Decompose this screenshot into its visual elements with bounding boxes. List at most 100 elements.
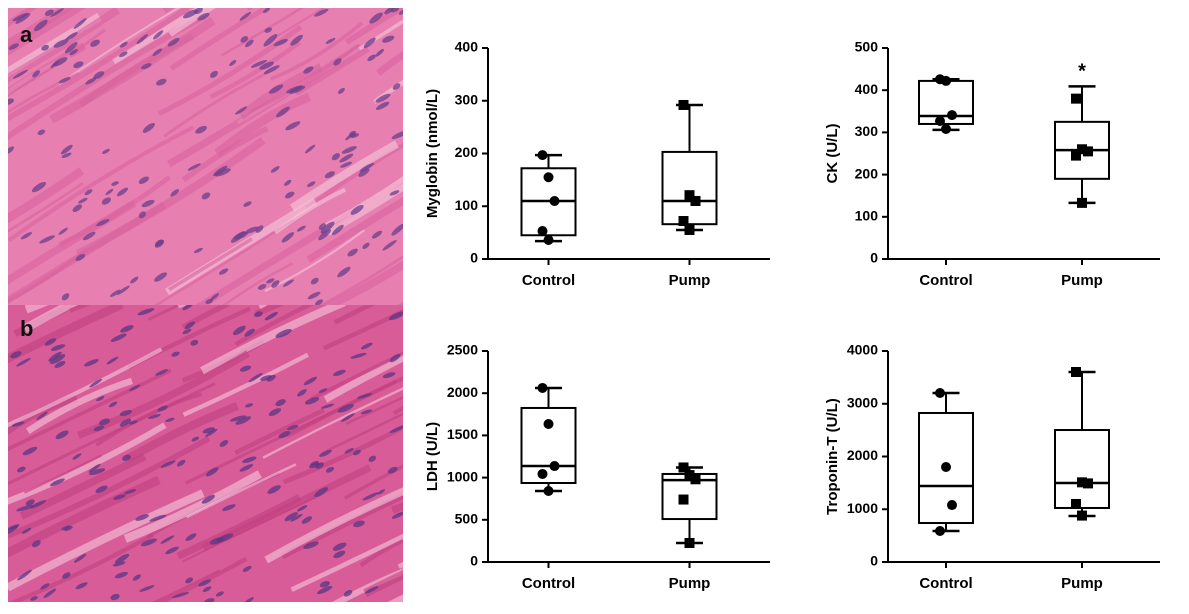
tissue-nucleus (222, 504, 236, 512)
tissue-nucleus (260, 375, 272, 381)
tissue-nucleus (129, 384, 141, 391)
tissue-nucleus (301, 516, 313, 524)
tissue-fibre (8, 368, 172, 452)
tissue-fibre (154, 218, 295, 305)
tissue-nucleus (233, 231, 248, 240)
tissue-nucleus (382, 35, 395, 43)
data-point (549, 461, 560, 472)
tissue-nucleus (185, 533, 197, 542)
tissue-fibre (8, 422, 167, 505)
tissue-nucleus (303, 66, 314, 74)
tissue-nucleus (167, 37, 180, 47)
data-point (684, 470, 695, 481)
tissue-nucleus (30, 596, 38, 601)
tissue-nucleus (44, 338, 57, 346)
tissue-fibre (373, 79, 403, 104)
tissue-nucleus (389, 353, 401, 363)
tissue-nucleus (239, 365, 252, 372)
tissue-nucleus (184, 321, 195, 330)
tissue-nucleus (345, 132, 355, 141)
tissue-nucleus (53, 39, 69, 48)
tissue-fibre (272, 8, 326, 40)
tissue-nucleus (333, 58, 342, 66)
tissue-nucleus (32, 70, 40, 78)
tissue-nucleus (267, 485, 281, 494)
tissue-nucleus (16, 358, 31, 367)
tissue-fibre (345, 395, 403, 425)
tissue-fibre (69, 305, 91, 313)
data-point (1071, 93, 1081, 104)
tissue-nucleus (172, 592, 190, 598)
tissue-nucleus (214, 168, 231, 177)
tissue-nucleus (16, 466, 26, 473)
tissue-nucleus (210, 293, 220, 301)
data-point (1077, 144, 1087, 155)
tissue-nucleus (157, 405, 168, 412)
tissue-fibre (282, 424, 403, 485)
tissue-nucleus (139, 585, 155, 592)
tissue-nucleus (105, 188, 114, 196)
tissue-nucleus (88, 468, 106, 476)
tissue-nucleus (138, 176, 150, 184)
tissue-fibre (8, 475, 161, 558)
tissue-nucleus (303, 541, 319, 550)
data-point (1083, 478, 1093, 489)
tissue-nucleus (102, 148, 110, 154)
tissue-nucleus (360, 409, 373, 415)
tissue-fibre (264, 0, 400, 6)
tissue-nucleus (12, 69, 28, 79)
tissue-fibre (262, 387, 403, 459)
tissue-nucleus (290, 513, 303, 522)
tissue-nucleus (12, 12, 29, 22)
data-point (537, 150, 548, 161)
tissue-nucleus (153, 30, 164, 40)
data-point (690, 195, 701, 206)
data-point (1071, 498, 1081, 509)
tissue-nucleus (353, 520, 365, 528)
y-tick-label: 0 (470, 250, 478, 266)
tissue-nucleus (242, 456, 257, 464)
y-tick-label: 100 (455, 197, 479, 213)
y-tick-label: 2000 (847, 447, 878, 463)
tissue-nucleus (93, 71, 105, 80)
tissue-nucleus (284, 512, 299, 522)
tissue-fibre (8, 382, 216, 486)
tissue-nucleus (314, 487, 329, 498)
histology-image-b (8, 305, 403, 602)
data-point (543, 486, 554, 497)
tissue-nucleus (282, 279, 294, 287)
tissue-nucleus (65, 32, 78, 41)
data-point (543, 419, 554, 430)
tissue-nucleus (362, 242, 370, 250)
data-point (543, 235, 554, 246)
tissue-nucleus (124, 489, 137, 495)
y-tick-label: 300 (855, 123, 879, 139)
tissue-fibre (24, 305, 49, 314)
y-axis-title: Troponin-T (U/L) (824, 398, 841, 515)
tissue-fibre (254, 305, 285, 317)
tissue-nucleus (41, 44, 49, 51)
tissue-nucleus (205, 467, 219, 477)
tissue-nucleus (352, 449, 361, 456)
tissue-nucleus (273, 38, 288, 47)
tissue-nucleus (119, 410, 132, 417)
tissue-nucleus (387, 466, 398, 474)
data-point (941, 124, 951, 135)
tissue-nucleus (50, 344, 66, 351)
tissue-nucleus (270, 166, 280, 173)
tissue-fibre (95, 392, 203, 447)
tissue-nucleus (55, 430, 69, 440)
tissue-fibre (393, 405, 403, 416)
tissue-nucleus (93, 425, 105, 432)
data-point (1077, 510, 1087, 521)
tissue-nucleus (202, 586, 212, 593)
tissue-fibre (152, 569, 220, 602)
tissue-nucleus (332, 542, 347, 551)
tissue-nucleus (303, 376, 317, 386)
tissue-nucleus (197, 12, 210, 21)
tissue-fibre (19, 453, 147, 520)
tissue-nucleus (11, 421, 25, 427)
tissue-nucleus (242, 566, 252, 572)
tissue-nucleus (119, 41, 128, 48)
tissue-fibre (289, 140, 399, 212)
